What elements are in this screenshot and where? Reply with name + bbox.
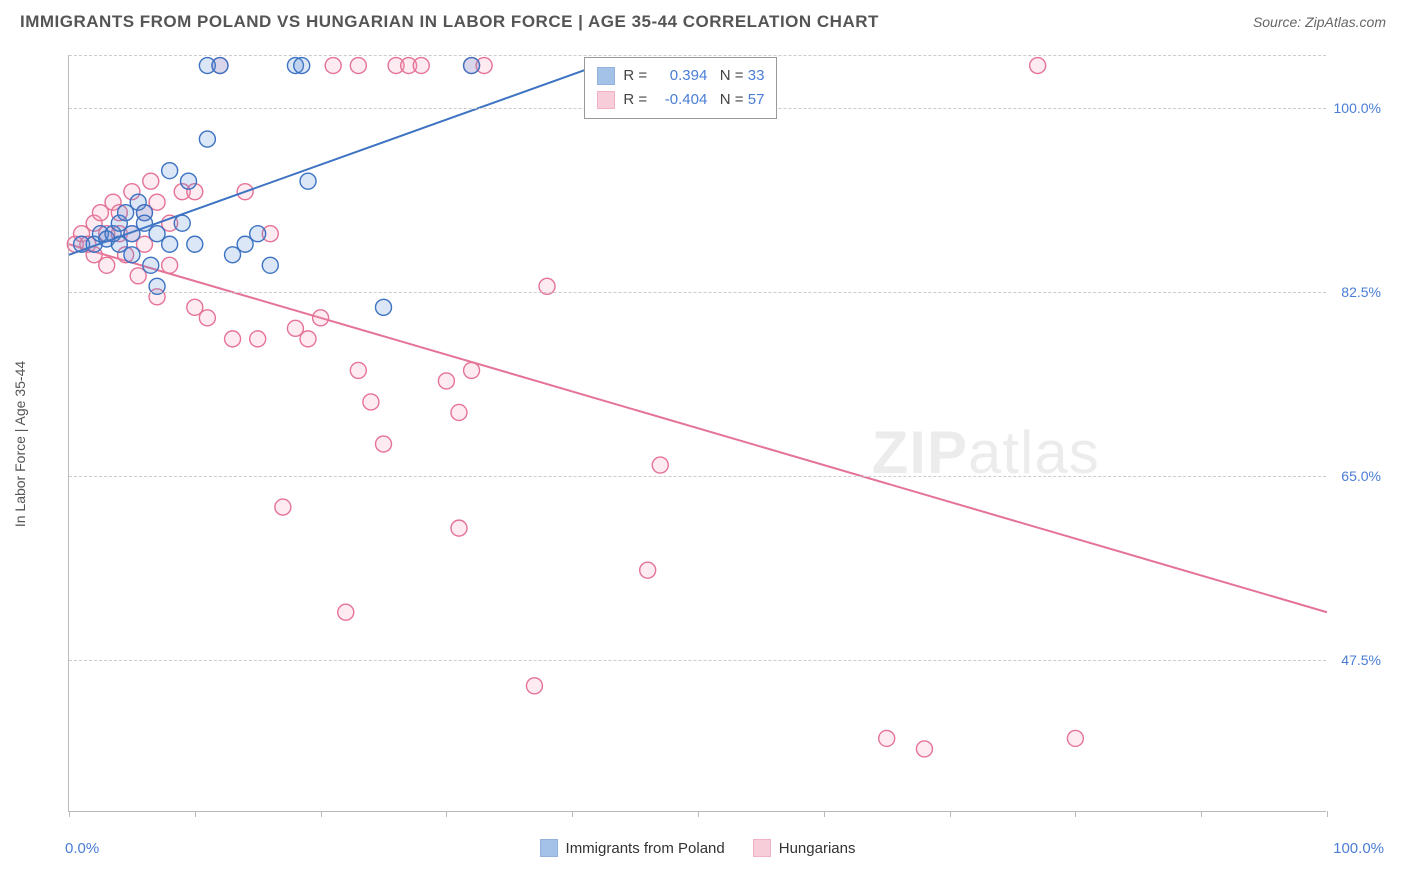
- scatter-point: [187, 236, 203, 252]
- gridline-horizontal: [69, 292, 1326, 293]
- scatter-point: [376, 299, 392, 315]
- x-tick: [572, 811, 573, 817]
- source-attribution: Source: ZipAtlas.com: [1253, 14, 1386, 30]
- scatter-point: [99, 257, 115, 273]
- legend-swatch: [597, 91, 615, 109]
- scatter-point: [376, 436, 392, 452]
- scatter-point: [300, 331, 316, 347]
- series-legend: Immigrants from Poland Hungarians: [540, 839, 856, 857]
- y-axis-label: In Labor Force | Age 35-44: [12, 360, 28, 526]
- legend-swatch: [540, 839, 558, 857]
- correlation-chart: In Labor Force | Age 35-44 ZIPatlas 47.5…: [50, 45, 1386, 842]
- scatter-point: [275, 499, 291, 515]
- scatter-point: [162, 163, 178, 179]
- scatter-point: [225, 331, 241, 347]
- scatter-point: [262, 257, 278, 273]
- x-tick: [698, 811, 699, 817]
- scatter-point: [199, 131, 215, 147]
- scatter-point: [652, 457, 668, 473]
- scatter-point: [879, 730, 895, 746]
- y-tick-label: 47.5%: [1341, 652, 1381, 668]
- scatter-point: [350, 362, 366, 378]
- scatter-point: [300, 173, 316, 189]
- x-tick: [446, 811, 447, 817]
- gridline-horizontal: [69, 660, 1326, 661]
- x-tick: [1075, 811, 1076, 817]
- x-tick: [69, 811, 70, 817]
- scatter-point: [162, 236, 178, 252]
- scatter-point: [174, 215, 190, 231]
- scatter-point: [294, 58, 310, 74]
- x-tick: [950, 811, 951, 817]
- y-tick-label: 65.0%: [1341, 468, 1381, 484]
- x-tick: [824, 811, 825, 817]
- x-axis-label-left: 0.0%: [65, 840, 99, 857]
- legend-swatch: [597, 67, 615, 85]
- page-title: IMMIGRANTS FROM POLAND VS HUNGARIAN IN L…: [20, 12, 879, 32]
- scatter-point: [212, 58, 228, 74]
- x-axis-label-right: 100.0%: [1333, 840, 1384, 857]
- scatter-svg: [69, 55, 1326, 811]
- legend-swatch: [753, 839, 771, 857]
- scatter-point: [916, 741, 932, 757]
- scatter-point: [464, 58, 480, 74]
- stats-legend-row: R = 0.394 N = 33: [597, 64, 764, 88]
- y-tick-label: 82.5%: [1341, 284, 1381, 300]
- series-legend-label: Hungarians: [779, 840, 856, 857]
- scatter-point: [250, 226, 266, 242]
- x-tick: [1327, 811, 1328, 817]
- scatter-point: [464, 362, 480, 378]
- scatter-point: [640, 562, 656, 578]
- gridline-horizontal: [69, 476, 1326, 477]
- scatter-point: [250, 331, 266, 347]
- scatter-point: [1030, 58, 1046, 74]
- stats-text: R = -0.404 N = 57: [623, 88, 764, 112]
- scatter-point: [363, 394, 379, 410]
- plot-area: ZIPatlas 47.5%65.0%82.5%100.0%0.0%100.0%…: [68, 55, 1326, 812]
- scatter-point: [143, 173, 159, 189]
- scatter-point: [451, 404, 467, 420]
- scatter-point: [413, 58, 429, 74]
- scatter-point: [325, 58, 341, 74]
- x-tick: [195, 811, 196, 817]
- x-tick: [321, 811, 322, 817]
- gridline-horizontal: [69, 55, 1326, 56]
- stats-text: R = 0.394 N = 33: [623, 64, 764, 88]
- stats-legend-row: R = -0.404 N = 57: [597, 88, 764, 112]
- scatter-point: [1067, 730, 1083, 746]
- trendline: [69, 244, 1327, 612]
- x-tick: [1201, 811, 1202, 817]
- scatter-point: [313, 310, 329, 326]
- scatter-point: [451, 520, 467, 536]
- scatter-point: [199, 310, 215, 326]
- series-legend-item: Immigrants from Poland: [540, 839, 725, 857]
- scatter-point: [124, 247, 140, 263]
- series-legend-item: Hungarians: [753, 839, 856, 857]
- scatter-point: [162, 257, 178, 273]
- scatter-point: [143, 257, 159, 273]
- scatter-point: [526, 678, 542, 694]
- scatter-point: [338, 604, 354, 620]
- scatter-point: [350, 58, 366, 74]
- y-tick-label: 100.0%: [1334, 100, 1381, 116]
- scatter-point: [438, 373, 454, 389]
- scatter-point: [181, 173, 197, 189]
- stats-legend: R = 0.394 N = 33R = -0.404 N = 57: [584, 57, 777, 119]
- series-legend-label: Immigrants from Poland: [566, 840, 725, 857]
